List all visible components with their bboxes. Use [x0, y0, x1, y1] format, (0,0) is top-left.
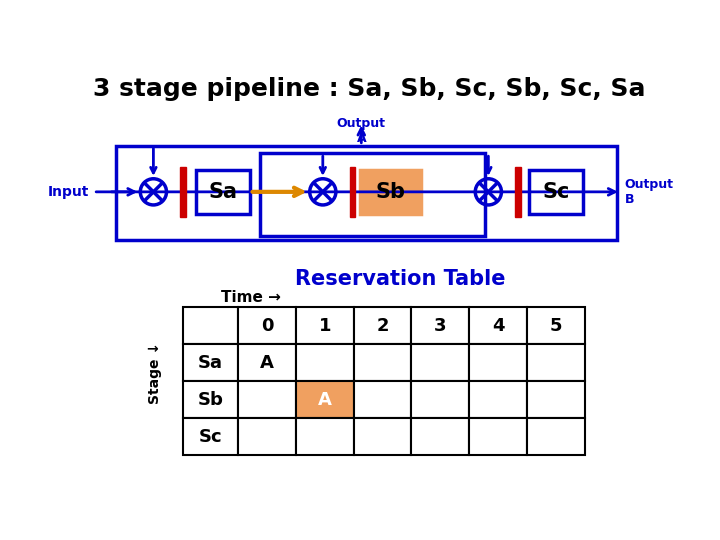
Bar	[183, 307, 238, 345]
Bar	[469, 418, 527, 455]
Text: Output
B: Output B	[625, 178, 674, 206]
Text: 5: 5	[549, 317, 562, 335]
Bar	[238, 381, 296, 418]
Bar	[469, 381, 527, 418]
Text: 3 stage pipeline : Sa, Sb, Sc, Sb, Sc, Sa: 3 stage pipeline : Sa, Sb, Sc, Sb, Sc, S…	[93, 77, 645, 102]
Bar	[117, 146, 617, 240]
Text: 1: 1	[318, 317, 331, 335]
Text: Input: Input	[48, 185, 89, 199]
Bar	[238, 345, 296, 381]
Bar	[411, 381, 469, 418]
Bar	[360, 170, 421, 214]
Text: Time →: Time →	[221, 290, 281, 305]
Bar	[354, 307, 411, 345]
Bar	[411, 307, 469, 345]
Bar	[238, 418, 296, 455]
Bar	[238, 307, 296, 345]
Bar	[354, 345, 411, 381]
Text: Sa: Sa	[208, 182, 237, 202]
Bar	[469, 345, 527, 381]
Bar	[196, 170, 250, 214]
Bar	[411, 418, 469, 455]
Text: Sb: Sb	[197, 391, 223, 409]
Bar	[296, 307, 354, 345]
Text: 3: 3	[434, 317, 446, 335]
Bar	[411, 345, 469, 381]
Bar	[183, 418, 238, 455]
Bar	[180, 167, 186, 217]
Text: Sb: Sb	[376, 182, 405, 202]
Text: 4: 4	[492, 317, 504, 335]
Bar	[527, 307, 585, 345]
Bar	[469, 307, 527, 345]
Bar	[183, 345, 238, 381]
Bar	[296, 418, 354, 455]
Text: 0: 0	[261, 317, 273, 335]
Text: A: A	[260, 354, 274, 372]
Bar	[529, 170, 583, 214]
Bar	[354, 381, 411, 418]
Bar	[183, 381, 238, 418]
Text: Sa: Sa	[198, 354, 223, 372]
Text: Reservation Table: Reservation Table	[294, 269, 505, 289]
Text: Sc: Sc	[199, 428, 222, 445]
Bar	[350, 167, 355, 217]
Text: Sc: Sc	[542, 182, 570, 202]
Bar	[516, 167, 521, 217]
Text: Output
A: Output A	[337, 117, 386, 145]
Bar	[354, 418, 411, 455]
Bar	[296, 381, 354, 418]
Bar	[527, 381, 585, 418]
Bar	[527, 418, 585, 455]
Bar	[260, 153, 485, 236]
Bar	[296, 345, 354, 381]
Text: 2: 2	[377, 317, 389, 335]
Text: Stage ↓: Stage ↓	[148, 342, 162, 404]
Text: A: A	[318, 391, 332, 409]
Bar	[527, 345, 585, 381]
